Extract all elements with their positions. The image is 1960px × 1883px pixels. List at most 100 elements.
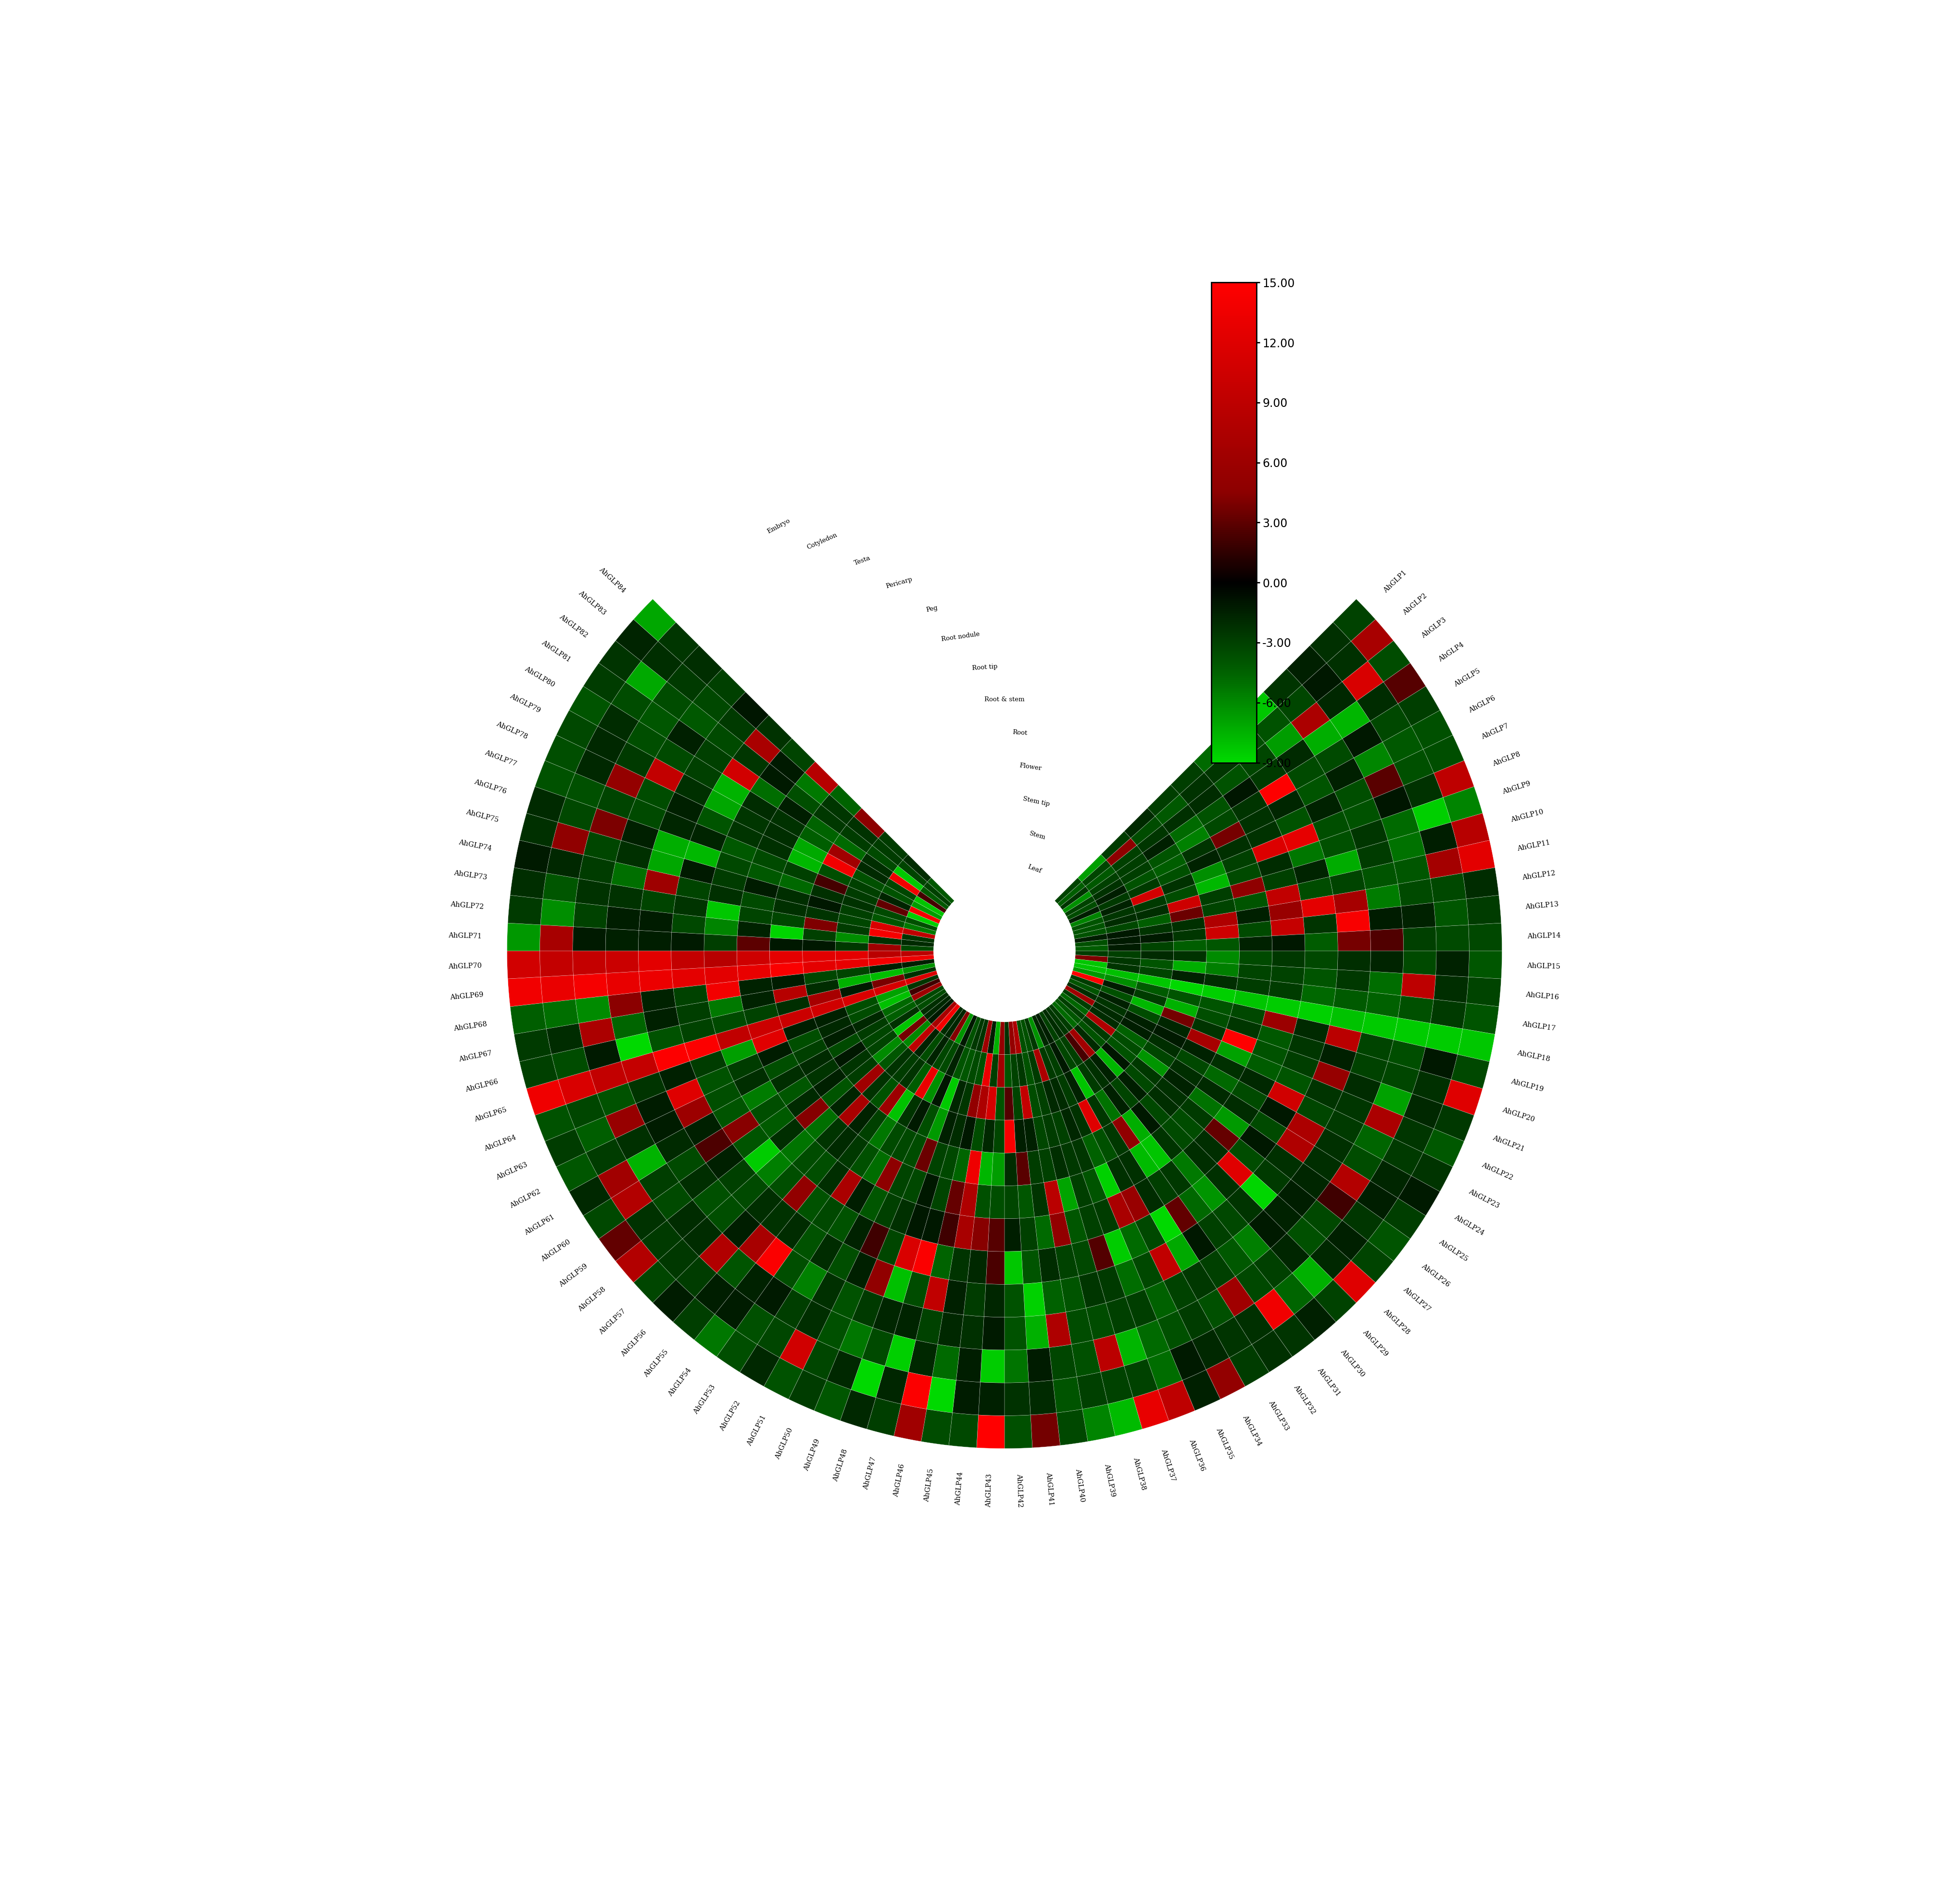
Wedge shape	[731, 691, 768, 729]
Wedge shape	[880, 1122, 907, 1156]
Wedge shape	[633, 1260, 676, 1303]
Wedge shape	[615, 1032, 653, 1062]
Wedge shape	[1174, 940, 1207, 951]
Wedge shape	[608, 992, 643, 1019]
Wedge shape	[872, 974, 906, 989]
Wedge shape	[1196, 1007, 1231, 1028]
Wedge shape	[1039, 1149, 1056, 1183]
Wedge shape	[1237, 906, 1270, 925]
Text: AhGLP23: AhGLP23	[1468, 1188, 1501, 1209]
Wedge shape	[1074, 928, 1107, 940]
Wedge shape	[976, 1019, 988, 1053]
Wedge shape	[902, 940, 935, 947]
Wedge shape	[931, 1073, 953, 1107]
Wedge shape	[849, 1143, 880, 1177]
Wedge shape	[1198, 1211, 1233, 1250]
Wedge shape	[1362, 862, 1397, 889]
Wedge shape	[612, 682, 653, 721]
Wedge shape	[1033, 1117, 1049, 1151]
Wedge shape	[939, 1077, 960, 1111]
Wedge shape	[1296, 1096, 1335, 1128]
Text: AhGLP8: AhGLP8	[1492, 751, 1521, 768]
Wedge shape	[1343, 798, 1382, 830]
Wedge shape	[878, 893, 911, 911]
Wedge shape	[641, 642, 682, 682]
Wedge shape	[541, 975, 576, 1004]
Wedge shape	[1397, 685, 1441, 727]
Wedge shape	[1160, 1007, 1196, 1028]
Wedge shape	[876, 898, 909, 917]
Wedge shape	[964, 1151, 982, 1184]
Wedge shape	[1033, 1049, 1049, 1083]
Wedge shape	[1176, 827, 1209, 853]
Wedge shape	[1317, 682, 1356, 719]
Wedge shape	[759, 1105, 796, 1139]
Wedge shape	[1435, 951, 1470, 977]
Wedge shape	[902, 955, 935, 962]
Wedge shape	[519, 813, 559, 847]
Wedge shape	[1201, 898, 1237, 917]
Wedge shape	[721, 1039, 757, 1066]
Wedge shape	[1343, 1145, 1382, 1181]
Wedge shape	[645, 757, 684, 793]
Wedge shape	[1397, 1175, 1441, 1216]
Wedge shape	[821, 1077, 855, 1107]
Wedge shape	[735, 1303, 774, 1344]
Wedge shape	[1170, 1107, 1203, 1141]
Text: AhGLP79: AhGLP79	[510, 693, 541, 714]
Wedge shape	[998, 1054, 1004, 1086]
Wedge shape	[902, 945, 933, 951]
Wedge shape	[935, 1004, 960, 1032]
Wedge shape	[849, 1102, 878, 1135]
Wedge shape	[904, 966, 937, 979]
Wedge shape	[574, 974, 608, 1000]
Wedge shape	[741, 1081, 778, 1111]
Wedge shape	[886, 1002, 917, 1024]
Wedge shape	[678, 702, 717, 738]
Wedge shape	[539, 925, 574, 951]
Wedge shape	[1013, 1021, 1021, 1054]
Wedge shape	[1031, 1412, 1060, 1448]
Wedge shape	[1401, 974, 1435, 1000]
Wedge shape	[684, 757, 721, 789]
Wedge shape	[843, 1215, 874, 1252]
Wedge shape	[878, 830, 907, 861]
Wedge shape	[1166, 894, 1201, 913]
Wedge shape	[696, 1273, 735, 1314]
Wedge shape	[1115, 1260, 1145, 1297]
Wedge shape	[1170, 1341, 1205, 1380]
Wedge shape	[700, 1233, 739, 1273]
Wedge shape	[855, 808, 884, 838]
Wedge shape	[1252, 1329, 1292, 1373]
Wedge shape	[1011, 1086, 1023, 1120]
Wedge shape	[1043, 1079, 1060, 1113]
Wedge shape	[659, 1239, 700, 1280]
Wedge shape	[711, 1011, 747, 1034]
Wedge shape	[1060, 1107, 1082, 1141]
Wedge shape	[1182, 838, 1215, 862]
Wedge shape	[584, 663, 625, 704]
Wedge shape	[1092, 1128, 1117, 1162]
Wedge shape	[666, 719, 706, 757]
Wedge shape	[778, 874, 813, 894]
Text: AhGLP28: AhGLP28	[1382, 1307, 1411, 1335]
Wedge shape	[1141, 942, 1174, 951]
Wedge shape	[1411, 1071, 1450, 1105]
Wedge shape	[1056, 994, 1086, 1021]
Wedge shape	[1103, 1228, 1133, 1265]
Text: AhGLP46: AhGLP46	[892, 1463, 906, 1497]
Wedge shape	[1282, 1051, 1319, 1079]
Wedge shape	[572, 926, 606, 951]
Wedge shape	[1090, 1053, 1117, 1083]
Wedge shape	[1431, 1000, 1466, 1028]
Wedge shape	[927, 877, 955, 904]
Wedge shape	[598, 1160, 639, 1198]
Wedge shape	[612, 1181, 653, 1220]
Wedge shape	[907, 911, 939, 928]
Wedge shape	[590, 1062, 627, 1094]
Wedge shape	[874, 979, 907, 996]
Wedge shape	[1094, 1335, 1123, 1373]
Wedge shape	[1147, 1086, 1180, 1117]
Text: AhGLP57: AhGLP57	[598, 1307, 627, 1335]
Wedge shape	[770, 925, 804, 940]
